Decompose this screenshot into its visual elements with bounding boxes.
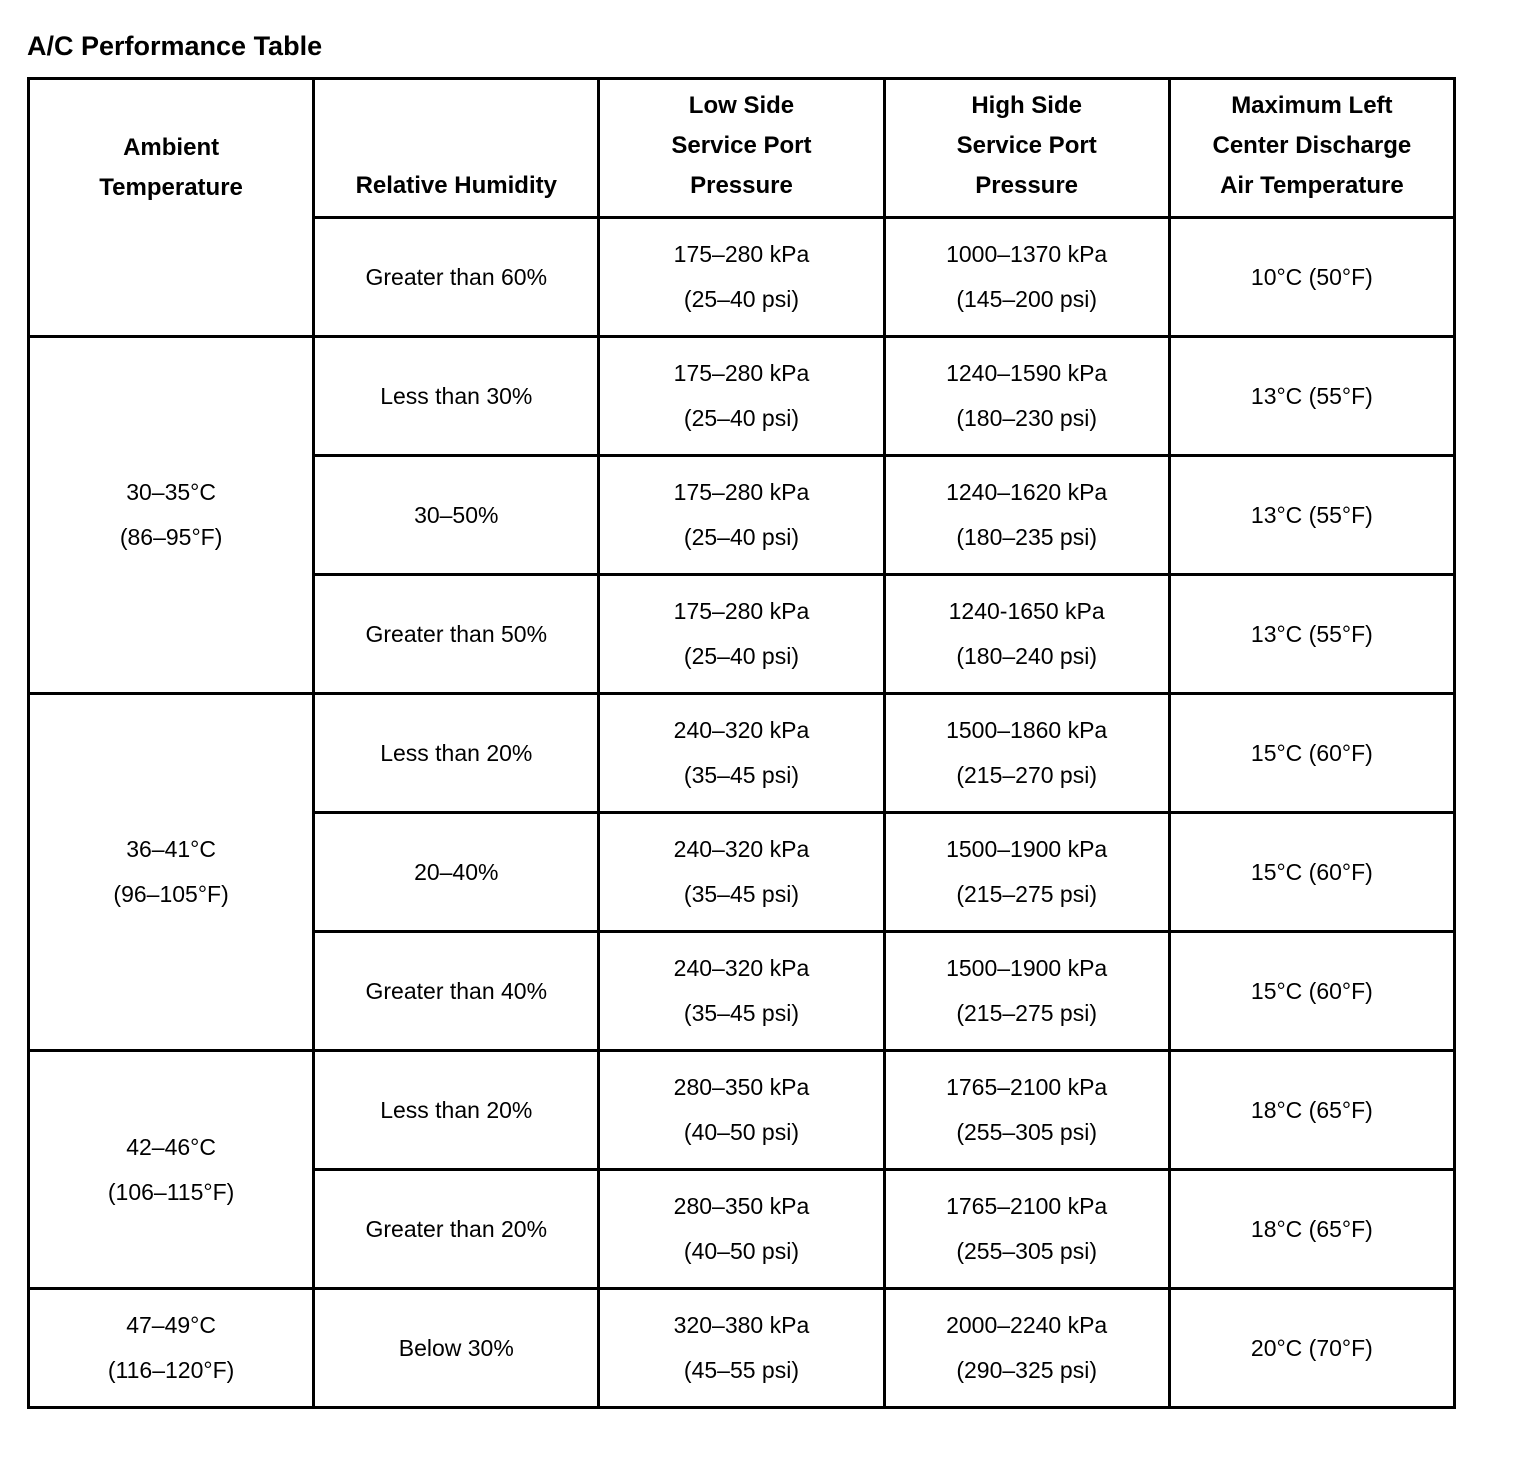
humidity-cell: Below 30% [312,1287,601,1409]
high-pressure-cell: 1765–2100 kPa (255–305 psi) [882,1168,1171,1290]
high-pressure-cell: 1000–1370 kPa (145–200 psi) [882,216,1171,338]
discharge-temp-cell: 13°C (55°F) [1167,335,1457,457]
discharge-temp-cell: 10°C (50°F) [1167,216,1457,338]
discharge-temp-cell: 18°C (65°F) [1167,1049,1457,1171]
table-row: Greater than 60% 175–280 kPa (25–40 psi)… [26,216,1457,338]
high-pressure-cell: 1240–1620 kPa (180–235 psi) [882,454,1171,576]
low-pressure-cell: 240–320 kPa (35–45 psi) [597,930,886,1052]
ambient-cell: 47–49°C (116–120°F) [26,1287,316,1409]
humidity-cell: 20–40% [312,811,601,933]
humidity-cell: Greater than 20% [312,1168,601,1290]
table-row: 30–35°C (86–95°F) Less than 30% 175–280 … [26,335,1457,695]
ac-performance-table: Ambient Temperature Relative Humidity Lo… [26,77,1457,1409]
discharge-temp-cell: 15°C (60°F) [1167,811,1457,933]
table-row: Greater than 40% 240–320 kPa (35–45 psi)… [29,930,1457,1052]
discharge-temp-cell: 18°C (65°F) [1167,1168,1457,1290]
page-title: A/C Performance Table [27,31,323,61]
header-ambient-temperature: Ambient Temperature [26,77,316,218]
table-row: 30–50% 175–280 kPa (25–40 psi) 1240–1620… [29,454,1457,576]
discharge-temp-cell: 13°C (55°F) [1167,573,1457,695]
humidity-cell: Greater than 40% [312,930,601,1052]
low-pressure-cell: 175–280 kPa (25–40 psi) [597,454,886,576]
discharge-temp-cell: 15°C (60°F) [1167,692,1457,814]
humidity-cell: Less than 20% [312,1049,601,1171]
low-pressure-cell: 240–320 kPa (35–45 psi) [597,692,886,814]
humidity-cell: Less than 30% [312,335,601,457]
table-row: 36–41°C (96–105°F) Less than 20% 240–320… [26,692,1457,1052]
ambient-cell: 42–46°C (106–115°F) [26,1049,316,1290]
header-low-side-pressure: Low Side Service Port Pressure [597,77,886,219]
humidity-cell: 30–50% [312,454,601,576]
high-pressure-cell: 2000–2240 kPa (290–325 psi) [882,1287,1171,1409]
high-pressure-cell: 1500–1900 kPa (215–275 psi) [882,811,1171,933]
table-row: Greater than 50% 175–280 kPa (25–40 psi)… [29,573,1457,695]
high-pressure-cell: 1500–1860 kPa (215–270 psi) [882,692,1171,814]
header-discharge-air-temperature: Maximum Left Center Discharge Air Temper… [1167,77,1457,219]
header-high-side-pressure: High Side Service Port Pressure [882,77,1171,219]
humidity-cell: Greater than 50% [312,573,601,695]
high-pressure-cell: 1765–2100 kPa (255–305 psi) [882,1049,1171,1171]
ambient-cell [26,217,316,338]
low-pressure-cell: 280–350 kPa (40–50 psi) [597,1168,886,1290]
low-pressure-cell: 175–280 kPa (25–40 psi) [597,216,886,338]
high-pressure-cell: 1500–1900 kPa (215–275 psi) [882,930,1171,1052]
ambient-cell: 30–35°C (86–95°F) [26,335,316,695]
low-pressure-cell: 320–380 kPa (45–55 psi) [597,1287,886,1409]
table-row: Greater than 20% 280–350 kPa (40–50 psi)… [29,1168,1457,1290]
table-row: 20–40% 240–320 kPa (35–45 psi) 1500–1900… [29,811,1457,933]
humidity-cell: Greater than 60% [312,216,601,338]
header-row: Ambient Temperature Relative Humidity Lo… [26,77,1457,219]
high-pressure-cell: 1240-1650 kPa (180–240 psi) [882,573,1171,695]
low-pressure-cell: 175–280 kPa (25–40 psi) [597,573,886,695]
humidity-cell: Less than 20% [312,692,601,814]
discharge-temp-cell: 13°C (55°F) [1167,454,1457,576]
discharge-temp-cell: 20°C (70°F) [1167,1287,1457,1409]
ambient-cell: 36–41°C (96–105°F) [26,692,316,1052]
discharge-temp-cell: 15°C (60°F) [1167,930,1457,1052]
low-pressure-cell: 280–350 kPa (40–50 psi) [597,1049,886,1171]
low-pressure-cell: 240–320 kPa (35–45 psi) [597,811,886,933]
table-row: 42–46°C (106–115°F) Less than 20% 280–35… [26,1049,1457,1290]
high-pressure-cell: 1240–1590 kPa (180–230 psi) [882,335,1171,457]
table-row: 47–49°C (116–120°F) Below 30% 320–380 kP… [26,1287,1457,1409]
header-relative-humidity: Relative Humidity [312,77,601,219]
low-pressure-cell: 175–280 kPa (25–40 psi) [597,335,886,457]
